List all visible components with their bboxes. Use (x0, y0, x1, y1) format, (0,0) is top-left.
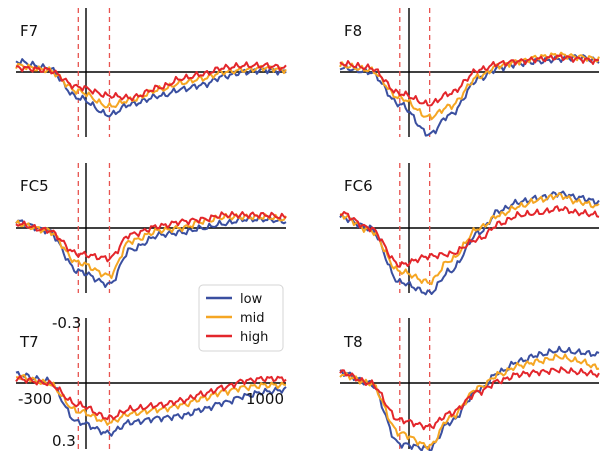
legend-box (198, 284, 284, 352)
series-line-high-f7 (15, 61, 287, 102)
panel-f8: F8 (339, 8, 600, 137)
panel-label-fc5: FC5 (20, 177, 49, 195)
y-tick-label-top: -0.3 (52, 314, 81, 332)
series-line-high-t8 (339, 366, 600, 431)
series-line-high-t7 (15, 375, 287, 421)
y-tick-label-bottom: 0.3 (52, 432, 76, 450)
series-line-mid-t7 (15, 374, 287, 426)
panel-label-fc6: FC6 (344, 177, 373, 195)
panel-t8: T8 (339, 318, 600, 452)
series-line-mid-fc5 (15, 212, 287, 280)
panel-t7: T7 (15, 318, 287, 449)
series-line-mid-t8 (339, 353, 600, 451)
series-line-low-f7 (15, 58, 287, 118)
panel-label-t7: T7 (19, 333, 39, 351)
panel-label-f8: F8 (344, 22, 362, 40)
legend: low mid high (198, 284, 284, 352)
panel-label-f7: F7 (20, 22, 38, 40)
legend-label-high: high (240, 330, 268, 345)
x-tick-label-right: 1000 (246, 390, 284, 408)
panel-label-t8: T8 (343, 333, 363, 351)
series-line-high-fc6 (339, 205, 600, 268)
panel-fc6: FC6 (339, 163, 600, 296)
series-line-mid-f8 (339, 51, 600, 121)
series-line-mid-fc6 (340, 192, 600, 286)
series-line-low-t7 (15, 370, 287, 437)
panel-fc5: FC5 (15, 163, 287, 293)
series-line-low-fc6 (339, 190, 600, 296)
series-line-low-t8 (339, 345, 600, 452)
series-line-low-f8 (339, 54, 600, 137)
series-line-high-f8 (339, 54, 600, 107)
x-tick-label-left: -300 (18, 390, 52, 408)
panel-f7: F7 (15, 8, 287, 137)
legend-label-mid: mid (240, 311, 265, 326)
series-line-high-fc5 (15, 211, 287, 263)
legend-label-low: low (240, 292, 263, 307)
